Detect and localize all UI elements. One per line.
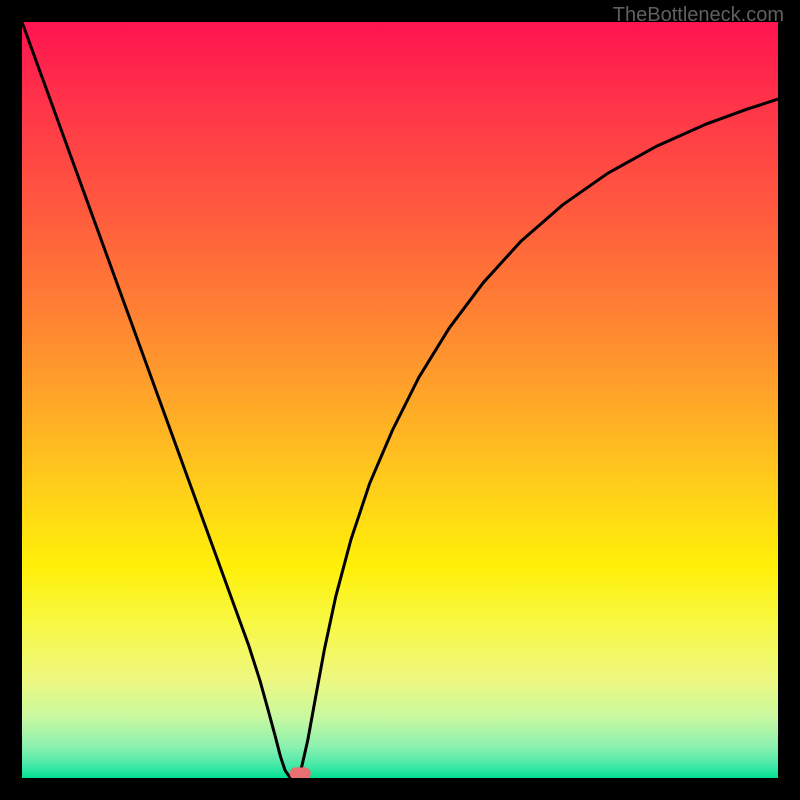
chart-svg bbox=[22, 22, 778, 778]
chart-background bbox=[22, 22, 778, 778]
watermark-text: TheBottleneck.com bbox=[613, 4, 784, 27]
optimal-point-marker bbox=[290, 767, 311, 778]
bottleneck-chart bbox=[22, 22, 778, 778]
